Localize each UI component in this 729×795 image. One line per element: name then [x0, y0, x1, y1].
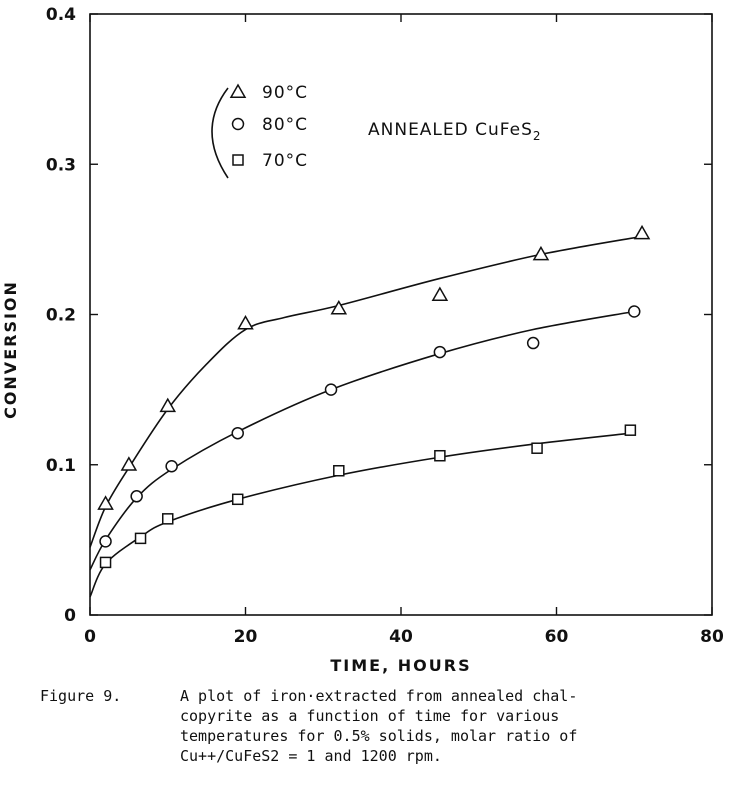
- data-point-square: [434, 449, 446, 462]
- data-point-circle: [130, 490, 143, 503]
- y-tick-label: 0.1: [46, 456, 76, 476]
- data-point-circle: [165, 460, 178, 473]
- y-tick-label: 0: [64, 606, 76, 626]
- data-point-square: [162, 513, 174, 525]
- legend-group-label: ANNEALED CuFeS2: [368, 120, 542, 143]
- y-tick-label: 0.3: [46, 155, 76, 175]
- x-tick-label: 60: [545, 627, 569, 647]
- conversion-chart: 0 20 40 60 80 0 0.1 0.2 0.3 0.4 TIME, HOURS CONVERS…: [1, 5, 724, 675]
- y-tick-label: 0.2: [46, 306, 76, 326]
- data-point-triangle: [633, 224, 651, 240]
- caption-line-2: copyrite as a function of time for vario…: [180, 707, 560, 725]
- data-point-square: [624, 424, 637, 436]
- caption-line-4: Cu++/CuFeS2 = 1 and 1200 rpm.: [180, 747, 442, 765]
- data-point-circle: [433, 345, 447, 359]
- data-point-triangle: [330, 299, 348, 315]
- data-point-square: [99, 556, 112, 569]
- data-point-circle: [231, 426, 244, 440]
- data-point-triangle: [237, 315, 254, 330]
- x-tick-label: 40: [389, 627, 413, 647]
- caption-label: Figure 9.: [40, 687, 122, 705]
- data-point-circle: [526, 336, 540, 350]
- data-point-square: [231, 493, 244, 506]
- x-axis-title: TIME, HOURS: [330, 656, 471, 675]
- legend-marker-circle: [231, 117, 245, 131]
- legend-marker-triangle: [229, 83, 247, 98]
- caption-line-1: A plot of iron·extracted from annealed c…: [180, 687, 578, 705]
- data-point-circle: [99, 535, 112, 548]
- data-point-square: [134, 532, 147, 545]
- data-point-square: [531, 442, 543, 454]
- data-point-triangle: [431, 286, 449, 301]
- series-curve-1: [89, 310, 635, 571]
- legend-marker-square: [232, 154, 244, 166]
- data-point-square: [333, 465, 345, 477]
- legend-bracket: [211, 87, 229, 179]
- y-axis-title: CONVERSION: [1, 280, 20, 419]
- legend-label: 80°C: [262, 115, 308, 135]
- legend-label: 90°C: [262, 83, 308, 103]
- x-tick-label: 80: [700, 627, 724, 647]
- x-tick-label: 20: [234, 627, 258, 647]
- data-point-triangle: [97, 495, 114, 510]
- data-point-triangle: [120, 456, 138, 471]
- x-tick-label: 0: [84, 627, 96, 647]
- caption-line-3: temperatures for 0.5% solids, molar rati…: [180, 727, 578, 745]
- data-point-triangle: [159, 397, 177, 413]
- data-point-circle: [324, 383, 338, 396]
- data-point-triangle: [532, 245, 550, 261]
- y-tick-label: 0.4: [46, 5, 76, 25]
- legend-label: 70°C: [262, 151, 308, 171]
- series-curve-2: [89, 432, 631, 598]
- series-curve-0: [89, 235, 643, 548]
- data-point-circle: [628, 305, 641, 318]
- figure-caption: Figure 9. A plot of iron·extracted from …: [40, 686, 720, 766]
